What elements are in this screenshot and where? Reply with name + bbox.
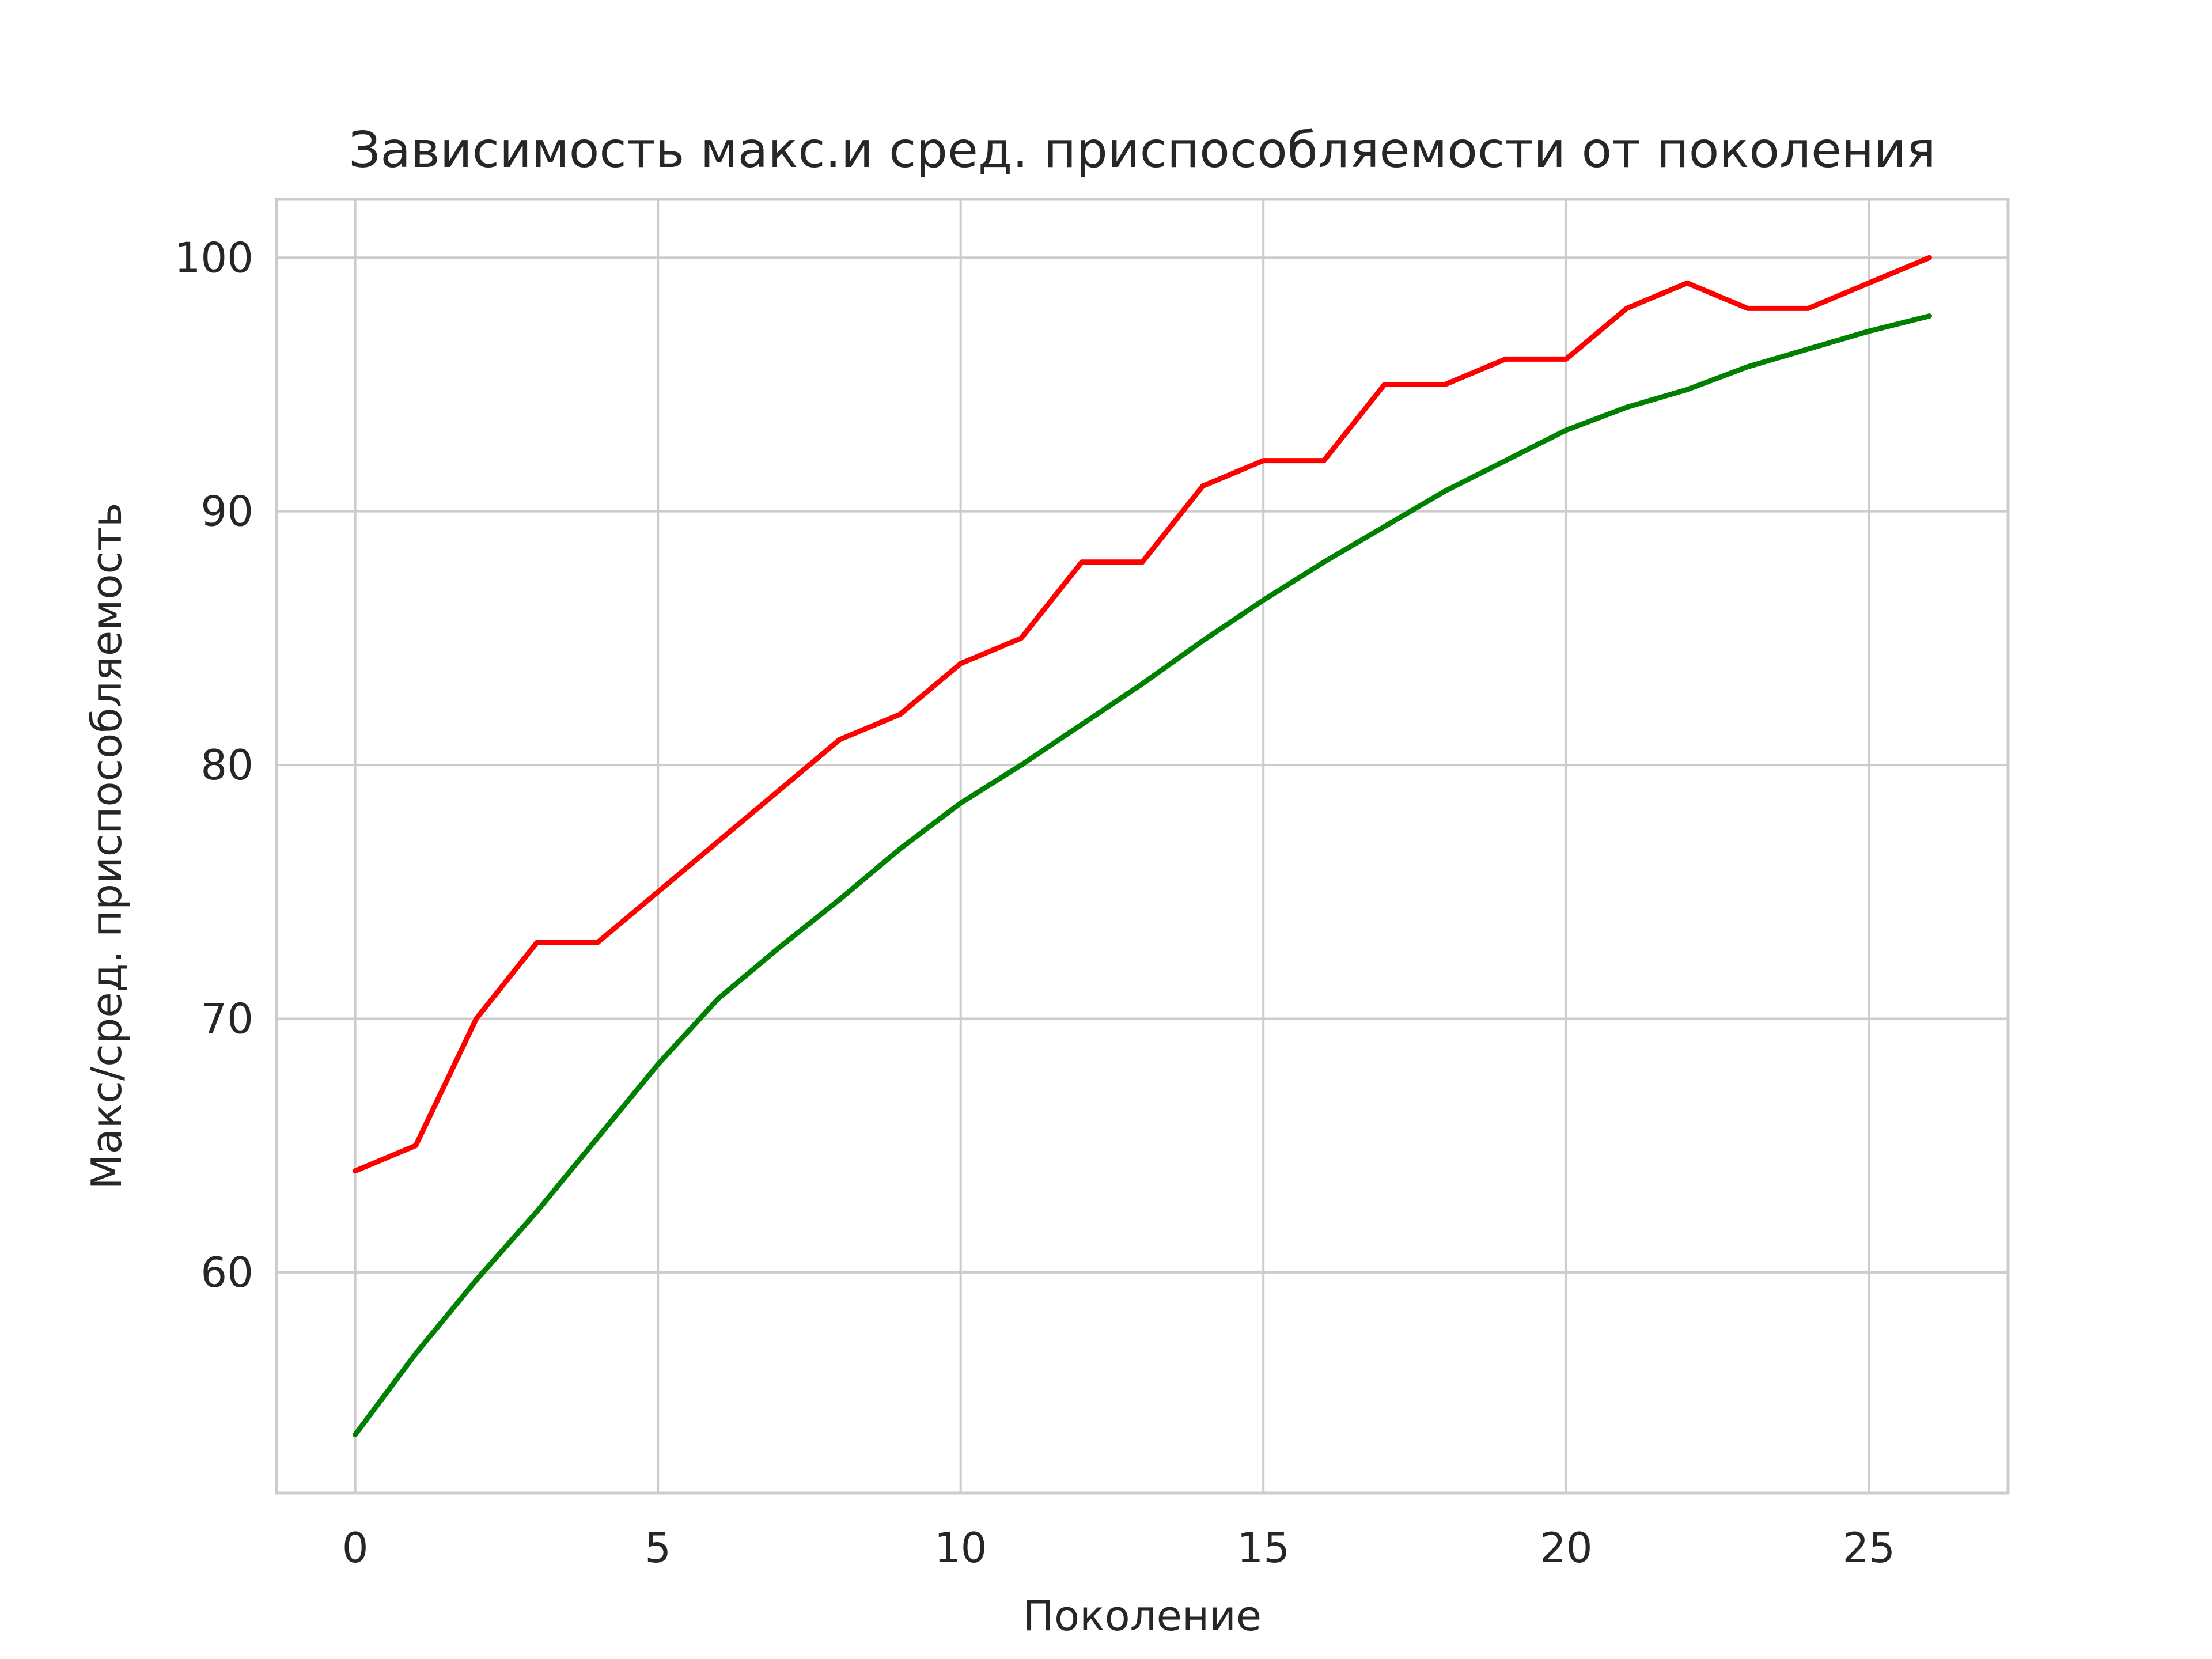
chart-title: Зависимость макс.и сред. приспособляемос… xyxy=(349,122,1936,179)
y-tick-label: 90 xyxy=(200,487,253,536)
y-tick-label: 100 xyxy=(175,233,253,282)
grid xyxy=(276,199,2008,1493)
x-tick-label: 25 xyxy=(1842,1524,1895,1572)
plot-frame xyxy=(275,198,2010,1495)
series-layer xyxy=(353,255,1932,1438)
y-axis-label: Макс/сред. приспособляемость xyxy=(82,503,131,1190)
x-axis-label: Поколение xyxy=(1023,1592,1262,1640)
x-tick-label: 10 xyxy=(934,1524,987,1572)
series-line-max xyxy=(353,255,1932,1174)
series-line-avg xyxy=(353,313,1932,1438)
y-tick-label: 80 xyxy=(200,741,253,789)
x-tick-label: 15 xyxy=(1237,1524,1290,1572)
x-tick-label: 20 xyxy=(1540,1524,1593,1572)
x-tick-label: 5 xyxy=(645,1524,671,1572)
tick-labels: 0 5 10 15 20 25 60 70 80 90 100 xyxy=(175,233,1896,1572)
x-tick-label: 0 xyxy=(342,1524,369,1572)
y-tick-label: 60 xyxy=(200,1248,253,1297)
y-tick-label: 70 xyxy=(200,994,253,1043)
